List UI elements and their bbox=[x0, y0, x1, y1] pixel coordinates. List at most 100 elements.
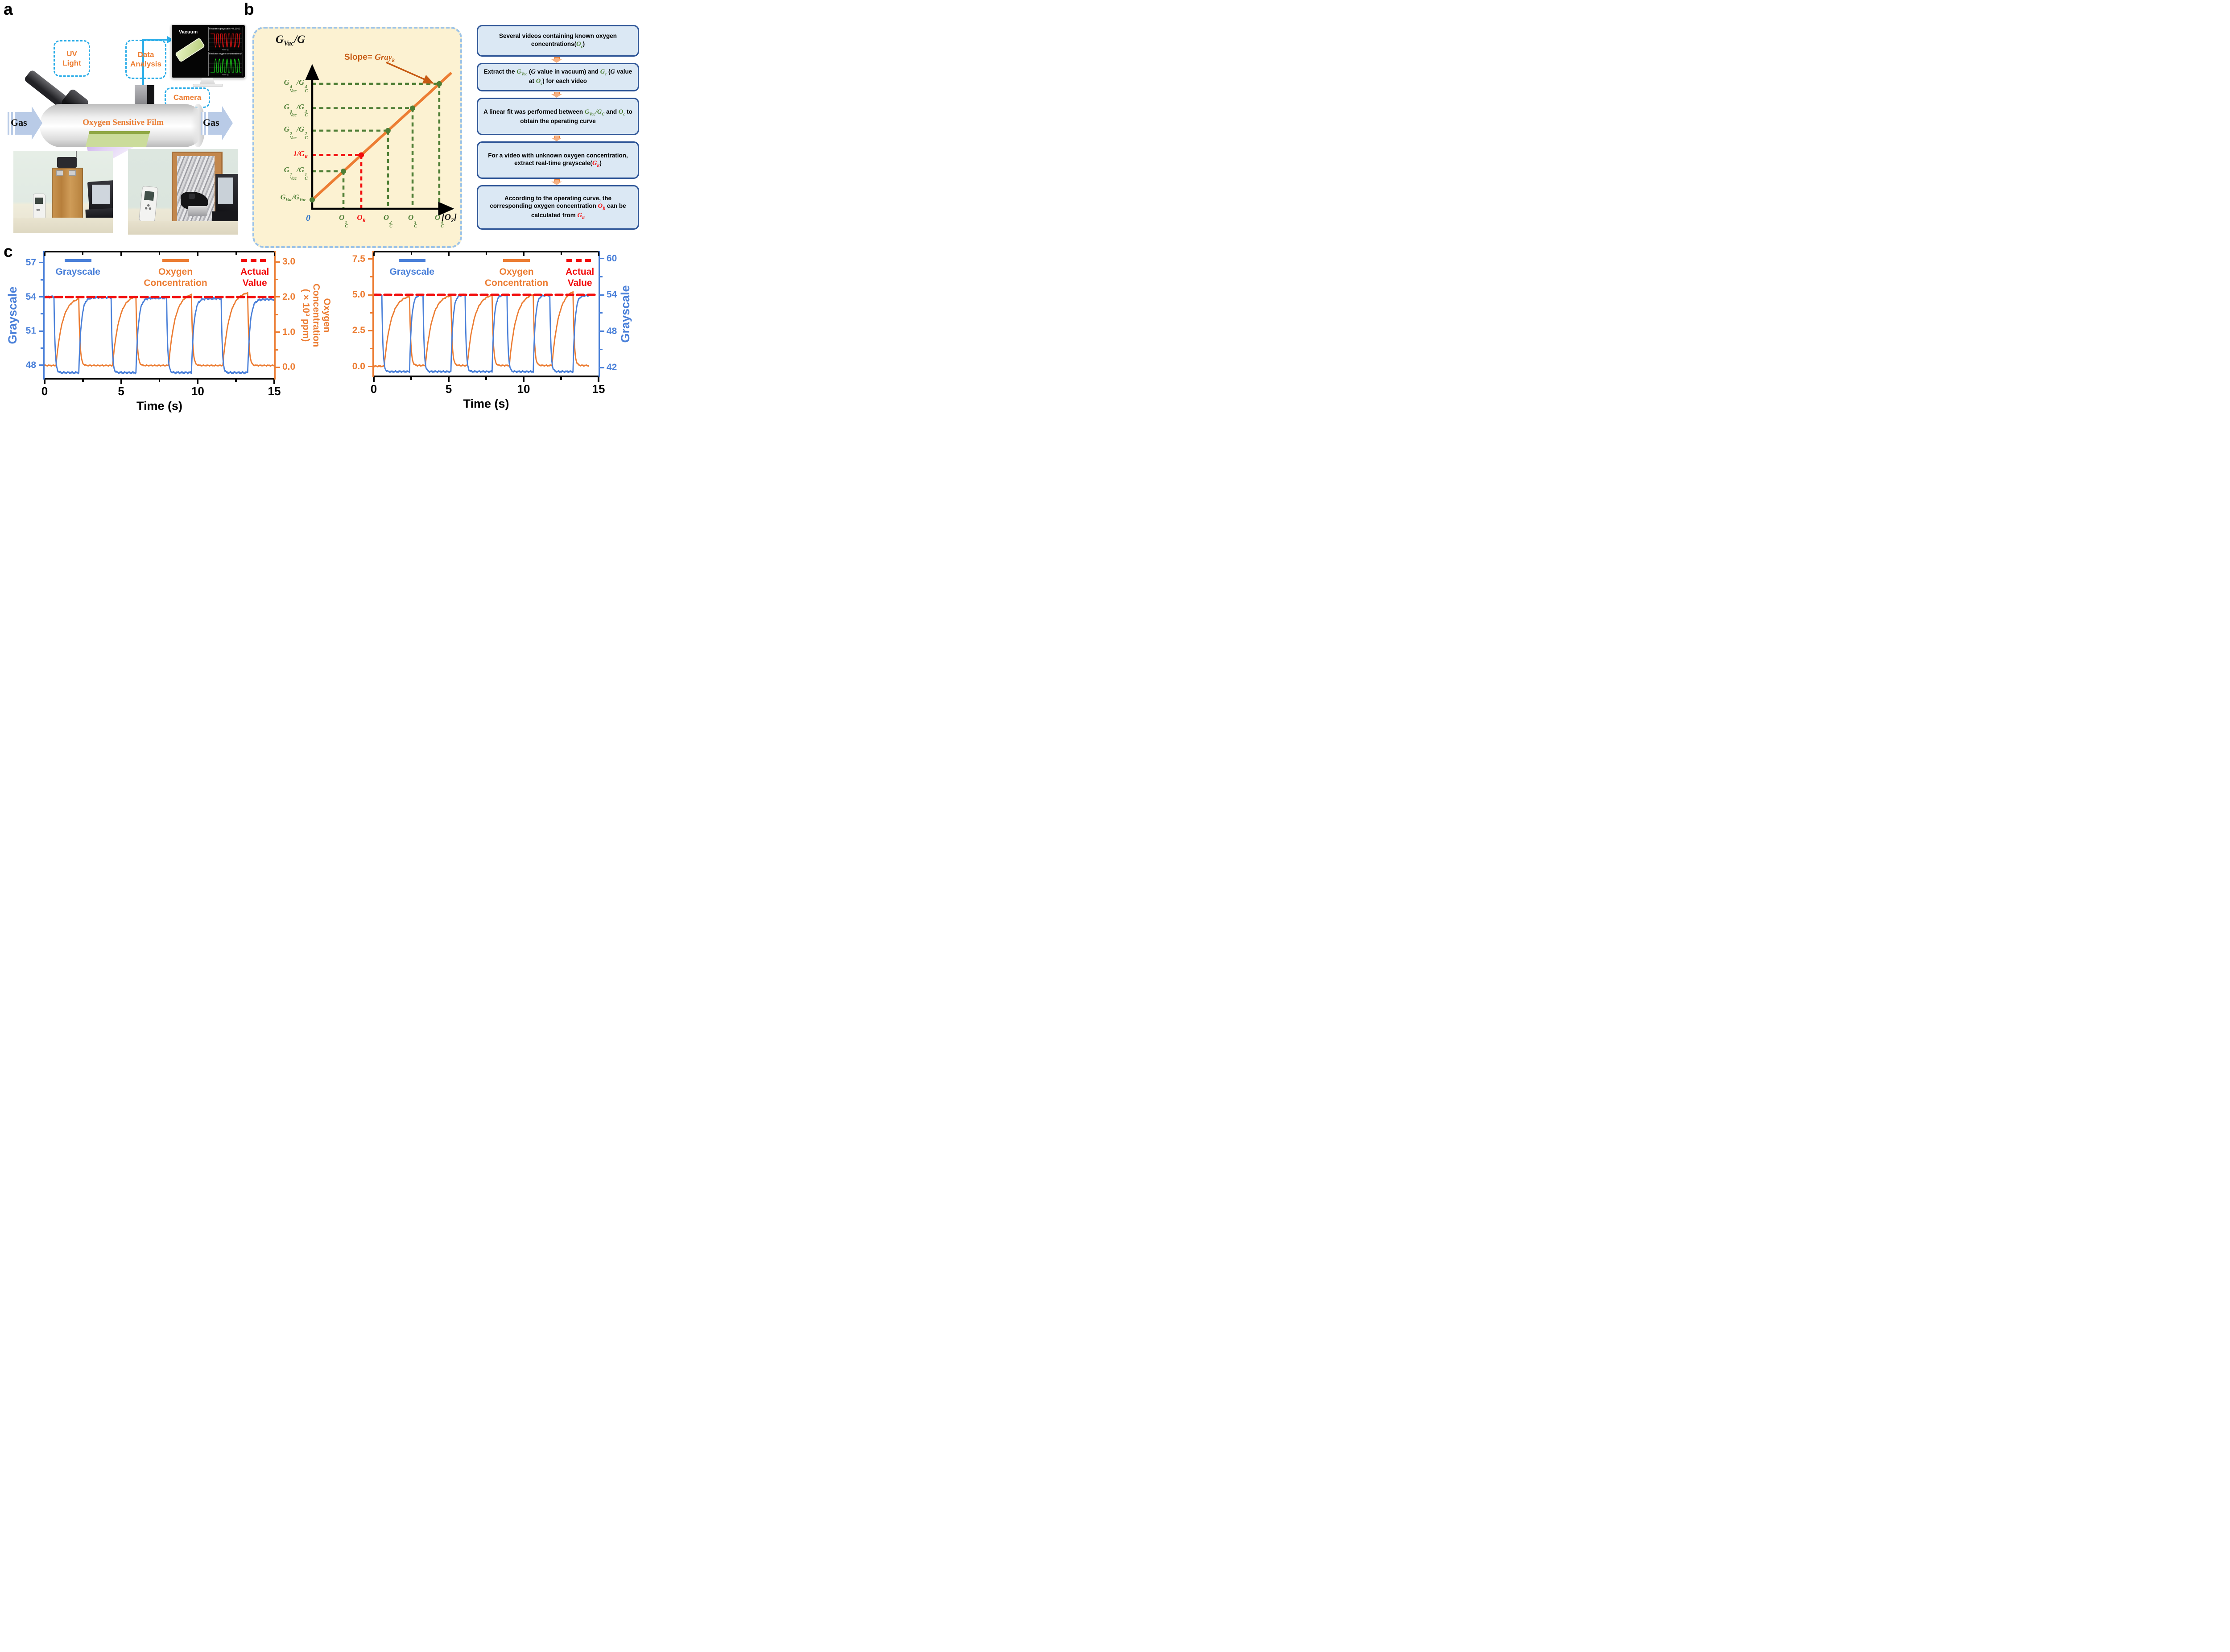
flowchart-text-fragment: Extract the bbox=[483, 68, 517, 75]
text-fragment: 1/GR bbox=[293, 149, 308, 159]
x-tick bbox=[197, 380, 199, 384]
text-fragment: 2 bbox=[389, 220, 392, 225]
photo1-table bbox=[13, 218, 113, 233]
right-axis-title: Grayscale bbox=[618, 285, 632, 343]
flowchart-arrow-icon bbox=[554, 136, 560, 138]
y-tick-right bbox=[276, 314, 278, 315]
flowchart-step-5: According to the operating curve, the co… bbox=[477, 185, 639, 230]
chart-spine-left bbox=[372, 251, 374, 377]
flowchart-text-fragment: Oc bbox=[618, 108, 625, 116]
flowchart-text-fragment: can be calculated from bbox=[531, 202, 626, 219]
flowchart-text-fragment: ) bbox=[599, 160, 602, 167]
x-tick-label: 5 bbox=[118, 384, 124, 398]
gas-left-label: Gas bbox=[11, 117, 27, 128]
b-ytick-label: 1/GR bbox=[254, 149, 308, 159]
text-fragment: Vac bbox=[289, 176, 297, 181]
monitor-vacuum-label: Vacuum bbox=[179, 29, 198, 35]
flowchart-text-fragment: G bbox=[531, 68, 536, 76]
text-fragment: c bbox=[581, 44, 583, 49]
legend-label: Grayscale bbox=[389, 267, 434, 277]
legend-label: Oxygen Concentration bbox=[484, 267, 549, 289]
y-tick-left bbox=[41, 313, 43, 315]
photo2-silver-device bbox=[188, 206, 207, 216]
flowchart-text-fragment: According to the operating curve, the co… bbox=[490, 194, 612, 210]
photo2-camera-in-box bbox=[189, 194, 195, 199]
chart-spine-bottom bbox=[45, 378, 274, 380]
text-fragment: Vac bbox=[521, 72, 528, 77]
chart-spine-right bbox=[599, 251, 600, 377]
text-fragment: 2 bbox=[305, 132, 307, 137]
figure-page: a UV Light Data Analysis Camera Vacuum R… bbox=[0, 0, 641, 413]
x-tick-label: 5 bbox=[445, 382, 452, 396]
text-fragment bbox=[386, 62, 434, 84]
monitor-screen: Vacuum Realtime grayscale: 47.1952 Time … bbox=[171, 24, 246, 78]
y-tick-right bbox=[600, 312, 603, 314]
legend-label: Actual Value bbox=[240, 267, 269, 289]
text-fragment: c bbox=[623, 112, 625, 116]
photo1-wooden-box bbox=[52, 168, 83, 227]
gas-arrow-right-head bbox=[222, 106, 233, 140]
monitor-plot1-frame: Realtime grayscale: 47.1952 Time (s) bbox=[208, 27, 243, 51]
data-analysis-line2: Analysis bbox=[130, 60, 161, 68]
b-slope-label: Slope= Grayk bbox=[344, 53, 395, 63]
monitor-plot2-canvas bbox=[209, 56, 242, 75]
flowchart-text-fragment: Gc bbox=[600, 68, 607, 77]
x-tick bbox=[448, 377, 450, 382]
y-tick-right bbox=[600, 367, 604, 368]
monitor-plot1-canvas bbox=[209, 31, 242, 50]
x-tick-top bbox=[159, 252, 160, 255]
text-fragment: 3 bbox=[289, 109, 293, 115]
flowchart-step-1: Several videos containing known oxygen c… bbox=[477, 25, 639, 57]
y-tick-left bbox=[41, 279, 43, 281]
left-axis-title: Grayscale bbox=[5, 286, 19, 344]
panel-a-letter: a bbox=[4, 0, 13, 18]
gas-arrow-left-tail bbox=[8, 112, 16, 135]
uv-light-label-line1: UV bbox=[66, 49, 77, 58]
chart-spine-top bbox=[45, 251, 274, 252]
photo2-laptop-display bbox=[218, 178, 233, 204]
x-tick-top bbox=[598, 252, 599, 256]
x-tick-top bbox=[560, 252, 562, 255]
text-fragment: 2 Vac bbox=[290, 132, 297, 140]
y-tick-left bbox=[368, 330, 372, 331]
flowchart-step-text: According to the operating curve, the co… bbox=[483, 194, 633, 221]
camera-data-wire-vertical bbox=[142, 39, 144, 86]
flowchart-text-fragment: Oc bbox=[536, 78, 543, 86]
camera-label: Camera bbox=[173, 93, 202, 102]
y-tick-left bbox=[39, 330, 43, 332]
text-fragment: c bbox=[541, 81, 543, 86]
flowchart-arrow-head-icon bbox=[551, 59, 562, 63]
text-fragment: R bbox=[603, 206, 606, 211]
x-tick-top bbox=[273, 252, 275, 256]
text-fragment: C bbox=[414, 223, 417, 229]
y-tick-right bbox=[600, 330, 604, 332]
photo1-handheld-meter bbox=[33, 194, 45, 219]
legend-swatch bbox=[162, 259, 189, 262]
y-tick-left bbox=[368, 366, 372, 368]
text-fragment: C bbox=[602, 112, 605, 116]
text-fragment: R bbox=[582, 215, 585, 220]
flowchart-text-fragment: and bbox=[604, 108, 619, 115]
y-tick-left bbox=[39, 364, 43, 366]
y-tick-left bbox=[370, 348, 372, 350]
y-tick-label-right: 54 bbox=[607, 289, 617, 300]
gas-arrow-right-tail bbox=[201, 112, 208, 135]
x-tick-top bbox=[523, 252, 524, 256]
chart-canvas bbox=[45, 252, 274, 378]
flowchart-arrow-head-icon bbox=[551, 94, 562, 98]
oxygen-sensitive-film-slab bbox=[85, 131, 150, 147]
y-tick-right bbox=[600, 258, 604, 260]
y-tick-left bbox=[368, 294, 372, 296]
photo1-meter-buttons bbox=[36, 206, 42, 213]
y-tick-label-left: 51 bbox=[25, 326, 36, 336]
y-tick-right bbox=[276, 261, 280, 263]
photo1-hinge-1 bbox=[56, 170, 63, 176]
x-tick-top bbox=[197, 252, 198, 256]
y-tick-left bbox=[39, 262, 43, 264]
b-ytick-label: G 2 Vac/G 2 C bbox=[254, 125, 308, 140]
